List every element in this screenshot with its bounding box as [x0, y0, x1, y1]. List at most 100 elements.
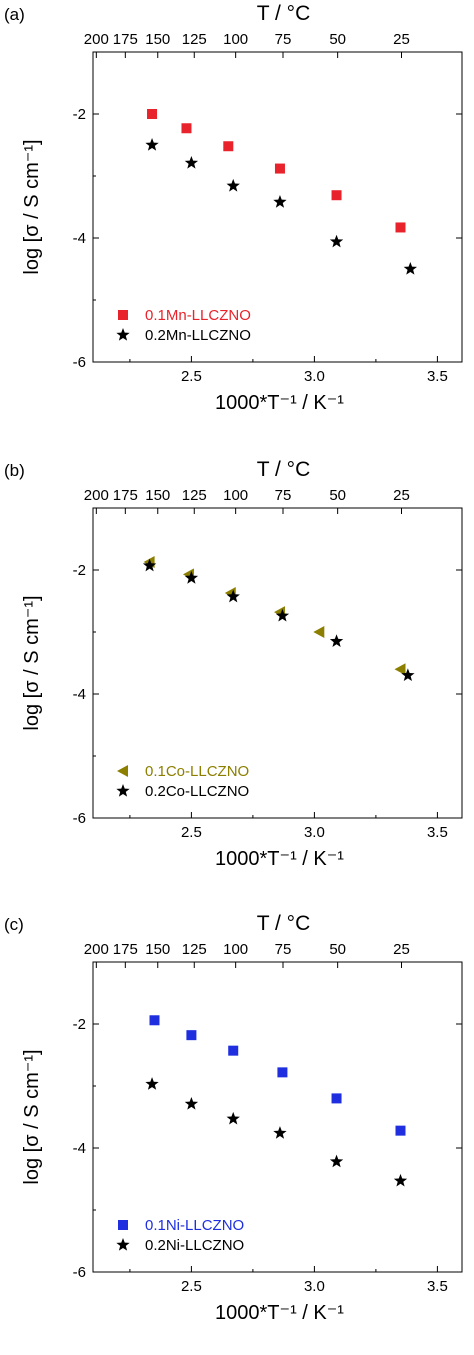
- chart-panel-b: (b) T / °C 200 175 150 125 100 75 50 25 2.5 3.0 3.5 -…: [4, 458, 463, 870]
- top-tick-label: 25: [393, 487, 410, 504]
- legend-marker: [118, 310, 128, 320]
- x-axis-title: 1000*T⁻¹ / K⁻¹: [215, 848, 344, 870]
- data-point-star: [226, 1111, 240, 1125]
- legend-label: 0.1Mn-LLCZNO: [145, 307, 251, 324]
- top-tick-label: 150: [145, 31, 170, 48]
- top-tick-label: 125: [182, 487, 207, 504]
- top-tick-label: 150: [145, 941, 170, 958]
- data-point-square: [223, 141, 234, 152]
- data-point-star: [403, 262, 417, 275]
- top-tick-label: 25: [393, 941, 410, 958]
- plot-frame: [92, 507, 463, 819]
- top-tick-label: 125: [182, 31, 207, 48]
- top-tick-label: 200: [84, 31, 109, 48]
- top-tick-label: 175: [113, 31, 138, 48]
- top-tick-label: 200: [84, 941, 109, 958]
- x-axis-title: 1000*T⁻¹ / K⁻¹: [215, 392, 344, 414]
- top-tick-label: 100: [223, 31, 248, 48]
- top-tick-label: 200: [84, 487, 109, 504]
- top-tick-label: 150: [145, 487, 170, 504]
- data-point-star: [273, 195, 287, 208]
- legend-marker: [117, 765, 128, 777]
- legend-marker: [118, 1220, 128, 1230]
- y-tick-label: -4: [73, 230, 86, 247]
- y-axis-title: log [σ / S cm⁻¹]: [21, 1049, 43, 1184]
- legend-marker: [116, 1238, 130, 1251]
- x-tick-label: 3.0: [304, 1278, 325, 1295]
- data-point-square: [149, 1015, 160, 1026]
- top-tick-label: 50: [329, 31, 346, 48]
- legend-label: 0.2Co-LLCZNO: [145, 783, 249, 800]
- data-point-star: [329, 634, 344, 647]
- top-tick-label: 75: [275, 487, 292, 504]
- data-point-star: [329, 234, 344, 248]
- data-point-triangle-left: [394, 663, 406, 676]
- legend-label: 0.2Ni-LLCZNO: [145, 1237, 244, 1254]
- data-point-square: [395, 222, 406, 233]
- data-point-star: [273, 1126, 287, 1139]
- y-tick-label: -4: [73, 686, 86, 703]
- y-axis-title: log [σ / S cm⁻¹]: [21, 139, 43, 274]
- top-axis-title: T / °C: [257, 912, 311, 935]
- panel-label: (a): [4, 5, 25, 24]
- top-tick-label: 100: [223, 941, 248, 958]
- data-point-star: [145, 1077, 159, 1090]
- y-tick-label: -2: [73, 106, 86, 123]
- x-tick-label: 3.5: [427, 824, 448, 841]
- data-point-square: [181, 123, 192, 134]
- top-tick-label: 75: [275, 941, 292, 958]
- y-tick-label: -6: [73, 354, 86, 371]
- x-tick-label: 2.5: [181, 1278, 202, 1295]
- data-point-square: [395, 1125, 406, 1136]
- x-tick-label: 3.5: [427, 1278, 448, 1295]
- top-axis-title: T / °C: [257, 2, 311, 25]
- x-axis-title: 1000*T⁻¹ / K⁻¹: [215, 1302, 344, 1324]
- data-point-triangle-left: [313, 626, 325, 638]
- legend-label: 0.1Ni-LLCZNO: [145, 1217, 244, 1234]
- x-tick-label: 2.5: [181, 824, 202, 841]
- data-point-star: [184, 571, 199, 584]
- top-axis-title: T / °C: [257, 458, 311, 481]
- y-tick-label: -4: [73, 1140, 86, 1157]
- x-tick-label: 2.5: [181, 368, 202, 385]
- data-point-square: [228, 1045, 239, 1056]
- data-point-square: [274, 163, 285, 174]
- legend-label: 0.1Co-LLCZNO: [145, 763, 249, 780]
- data-point-star: [184, 155, 199, 169]
- data-point-star: [145, 138, 159, 151]
- chart-panel-c: (c) T / °C 200 175 150 125 100 75 50 25 2.5 3.0 3.5 -…: [4, 912, 463, 1324]
- y-tick-label: -2: [73, 1016, 86, 1033]
- top-tick-label: 75: [275, 31, 292, 48]
- data-point-star: [184, 1096, 199, 1110]
- data-point-star: [329, 1154, 344, 1168]
- chart-panel-a: (a) T / °C 200 175 150 125 100 75 50 25 2.5 3.0 3.5 -…: [4, 2, 463, 414]
- y-axis-title: log [σ / S cm⁻¹]: [21, 595, 43, 730]
- top-tick-label: 25: [393, 31, 410, 48]
- plot-frame: [92, 961, 463, 1273]
- x-tick-label: 3.5: [427, 368, 448, 385]
- top-tick-label: 125: [182, 941, 207, 958]
- data-point-star: [275, 608, 290, 622]
- legend-marker: [116, 784, 130, 797]
- data-point-square: [277, 1067, 288, 1078]
- y-tick-label: -6: [73, 1264, 86, 1281]
- legend-label: 0.2Mn-LLCZNO: [145, 327, 251, 344]
- data-point-square: [186, 1030, 197, 1041]
- panel-label: (c): [4, 915, 24, 934]
- top-tick-label: 175: [113, 487, 138, 504]
- panel-label: (b): [4, 461, 25, 480]
- y-tick-label: -2: [73, 562, 86, 579]
- y-tick-label: -6: [73, 810, 86, 827]
- top-tick-label: 50: [329, 941, 346, 958]
- data-point-star: [401, 668, 415, 682]
- data-point-square: [331, 1093, 342, 1104]
- x-tick-label: 3.0: [304, 368, 325, 385]
- data-point-square: [147, 109, 158, 119]
- data-point-star: [393, 1173, 408, 1187]
- legend-marker: [116, 328, 130, 341]
- data-point-star: [142, 558, 157, 572]
- data-point-square: [331, 190, 342, 201]
- top-tick-label: 175: [113, 941, 138, 958]
- x-tick-label: 3.0: [304, 824, 325, 841]
